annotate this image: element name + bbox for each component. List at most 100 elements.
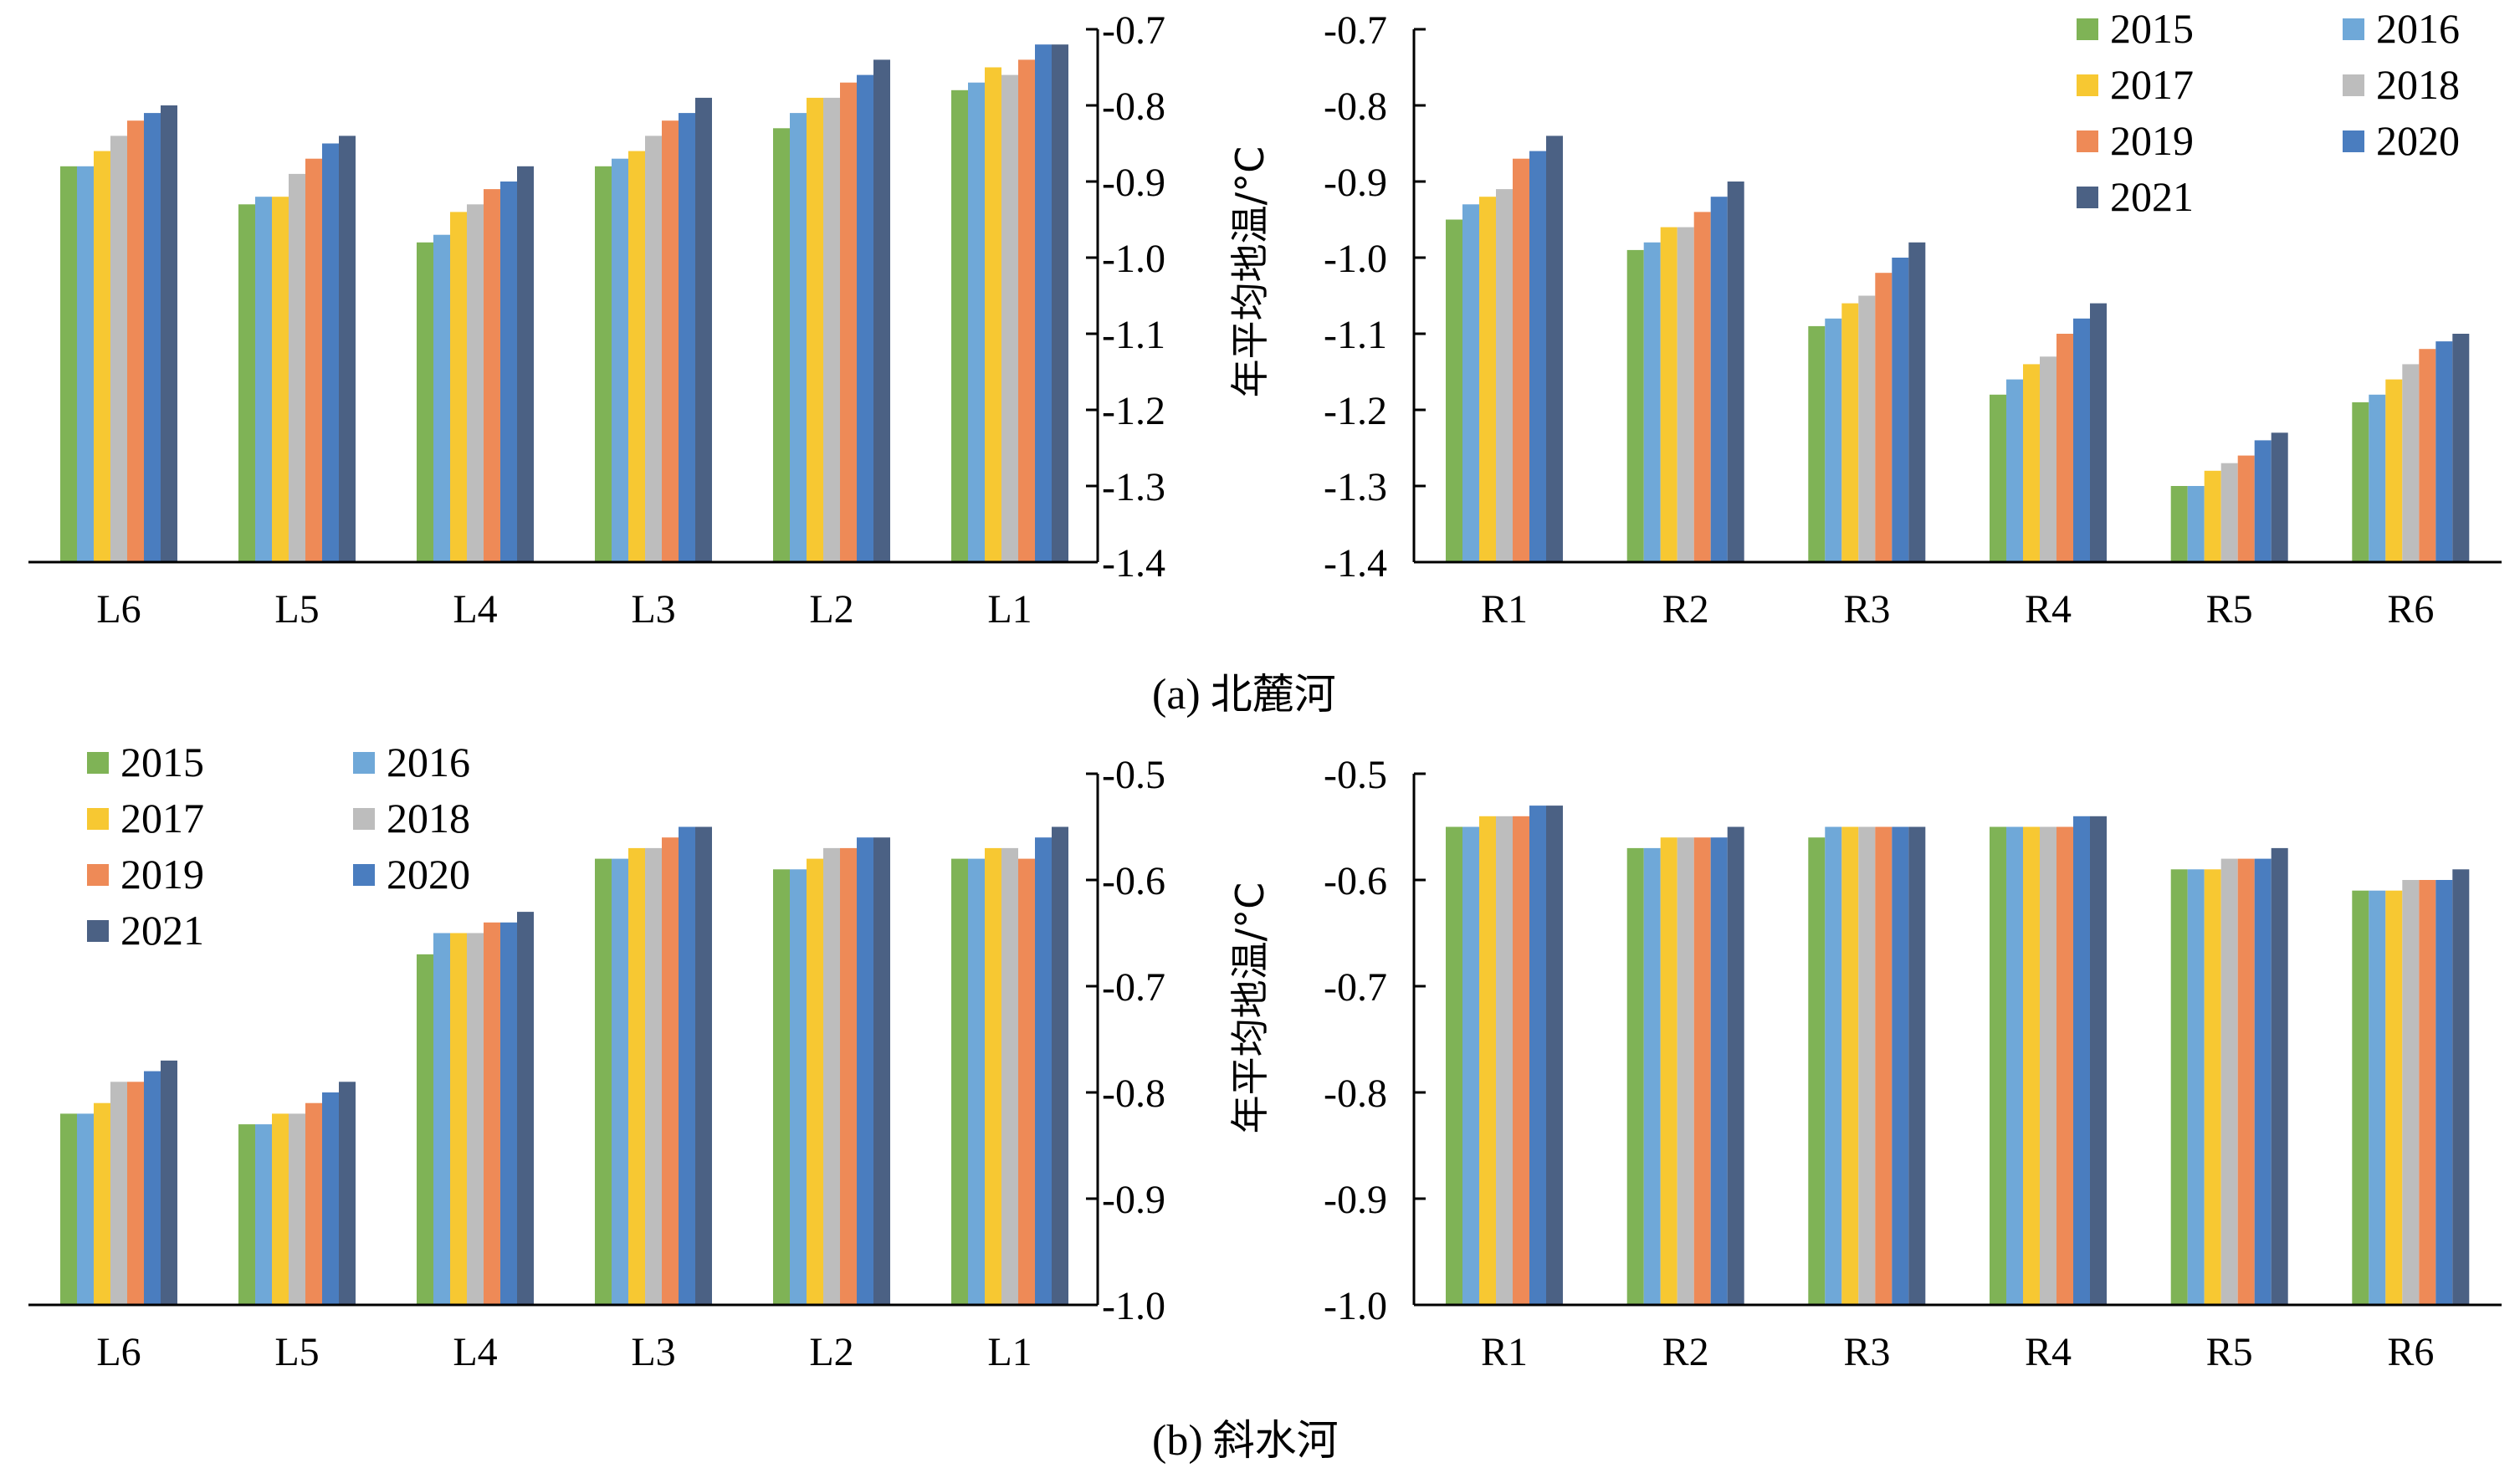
y-tick-label: -1.0 [1102, 237, 1165, 281]
bar-L6-2021 [161, 1060, 177, 1305]
x-tick-label: R5 [2206, 587, 2253, 632]
bar-R2-2017 [1660, 227, 1677, 562]
bar-R2-2021 [1727, 182, 1744, 562]
bar-R5-2021 [2271, 847, 2288, 1305]
y-tick-label: -0.8 [1324, 1072, 1387, 1116]
bar-R4-2018 [2040, 826, 2056, 1305]
bar-R6-2018 [2402, 364, 2420, 562]
bar-L5-2018 [289, 1113, 305, 1305]
bar-L2-2019 [840, 82, 857, 562]
y-tick-label: -1.4 [1102, 541, 1165, 586]
bar-L3-2021 [695, 826, 712, 1305]
legend-label-2020: 2020 [2376, 117, 2460, 164]
x-tick-label: R5 [2206, 1330, 2253, 1374]
x-tick-label: R4 [2025, 587, 2072, 632]
bar-R3-2020 [1892, 258, 1909, 562]
bar-L4-2020 [500, 922, 517, 1305]
bar-R1-2019 [1513, 158, 1529, 562]
legend-swatch-2019 [87, 864, 109, 886]
bar-L2-2016 [790, 113, 807, 563]
bar-R2-2020 [1710, 197, 1728, 562]
legend-label-2016: 2016 [387, 739, 470, 785]
bar-L3-2020 [679, 113, 695, 563]
bar-R2-2020 [1710, 837, 1728, 1305]
legend-swatch-2021 [87, 920, 109, 942]
legend-b: 2015 2016 2017 2018 2019 2020 2021 [87, 739, 470, 954]
bar-R6-2015 [2352, 402, 2369, 562]
legend-swatch-2018 [2343, 74, 2364, 96]
bar-R4-2016 [2006, 379, 2023, 562]
bar-R2-2019 [1693, 212, 1711, 562]
bar-L6-2021 [161, 105, 177, 562]
y-tick-label: -0.5 [1102, 753, 1165, 797]
y-tick-label: -0.7 [1324, 8, 1387, 53]
bar-R1-2015 [1446, 826, 1462, 1305]
legend-swatch-2017 [2077, 74, 2098, 96]
bar-L3-2019 [662, 120, 679, 562]
legend-swatch-2021 [2077, 187, 2098, 208]
bar-R3-2021 [1908, 826, 1926, 1305]
bar-L5-2017 [272, 1113, 289, 1305]
bar-L2-2015 [773, 128, 790, 563]
chart-2: -0.5 -0.6 -0.7 -0.8 -0.9 -1.0 L6 L5 L4 L3 L2 L1 年平均地… [28, 753, 1273, 1374]
bar-R6-2016 [2369, 890, 2386, 1305]
bar-L5-2021 [339, 136, 356, 562]
bar-R4-2021 [2090, 816, 2107, 1305]
bar-R2-2016 [1643, 847, 1661, 1305]
legend-label-2021: 2021 [120, 907, 204, 954]
bar-R3-2020 [1892, 826, 1909, 1305]
bar-R5-2017 [2204, 470, 2221, 562]
y-tick-label: -0.8 [1102, 84, 1165, 129]
bar-R1-2017 [1479, 816, 1496, 1305]
bar-R3-2018 [1858, 826, 1876, 1305]
y-tick-label: -0.9 [1324, 1178, 1387, 1222]
legend-label-2019: 2019 [2110, 117, 2194, 164]
x-tick-label: R4 [2025, 1330, 2072, 1374]
chart-3: -0.5 -0.6 -0.7 -0.8 -0.9 -1.0 R1 R2 R3 R4 R5 R6 [1324, 753, 2502, 1374]
y-tick-label: -1.3 [1324, 465, 1387, 509]
x-tick-label: L3 [631, 587, 675, 632]
bar-L2-2016 [790, 869, 807, 1305]
bar-R5-2020 [2254, 858, 2272, 1305]
bar-R4-2020 [2073, 816, 2090, 1305]
bar-L6-2018 [110, 136, 127, 562]
bar-R2-2019 [1693, 837, 1711, 1305]
legend-label-2018: 2018 [387, 795, 470, 841]
bar-L6-2019 [127, 120, 144, 562]
legend-label-2015: 2015 [120, 739, 204, 785]
caption-a-label: (a) [1152, 671, 1201, 719]
x-tick-label: R6 [2387, 1330, 2434, 1374]
x-tick-label: L2 [809, 1330, 853, 1374]
bar-L5-2021 [339, 1082, 356, 1305]
bar-R2-2018 [1677, 837, 1694, 1305]
bar-R3-2016 [1825, 318, 1842, 562]
bar-R6-2021 [2452, 334, 2470, 562]
bar-L2-2020 [857, 74, 873, 563]
bar-L3-2018 [645, 847, 662, 1305]
bar-R5-2015 [2170, 486, 2188, 562]
bar-L5-2015 [238, 204, 255, 563]
bar-L4-2015 [417, 954, 433, 1305]
bar-R4-2015 [1990, 394, 2006, 562]
bar-R3-2019 [1875, 826, 1893, 1305]
bar-L1-2016 [968, 82, 985, 562]
y-tick-label: -0.6 [1102, 859, 1165, 903]
bar-L2-2017 [807, 97, 823, 562]
legend-swatch-2020 [2343, 130, 2364, 152]
x-tick-label: L1 [987, 1330, 1032, 1374]
bar-L3-2016 [612, 158, 628, 562]
bar-R5-2020 [2254, 440, 2272, 562]
bar-R4-2017 [2023, 826, 2040, 1305]
bar-R1-2020 [1529, 151, 1546, 562]
legend-swatch-2017 [87, 808, 109, 830]
legend-label-2017: 2017 [120, 795, 204, 841]
caption-b-name: 斜水河 [1212, 1416, 1339, 1465]
bar-L3-2017 [628, 847, 645, 1305]
bar-L2-2015 [773, 869, 790, 1305]
caption-b-label: (b) [1152, 1417, 1203, 1465]
bar-R1-2021 [1546, 806, 1563, 1305]
y-tick-label: -0.9 [1102, 1178, 1165, 1222]
bar-R4-2017 [2023, 364, 2040, 562]
legend-swatch-2015 [2077, 18, 2098, 40]
bar-L5-2017 [272, 197, 289, 562]
